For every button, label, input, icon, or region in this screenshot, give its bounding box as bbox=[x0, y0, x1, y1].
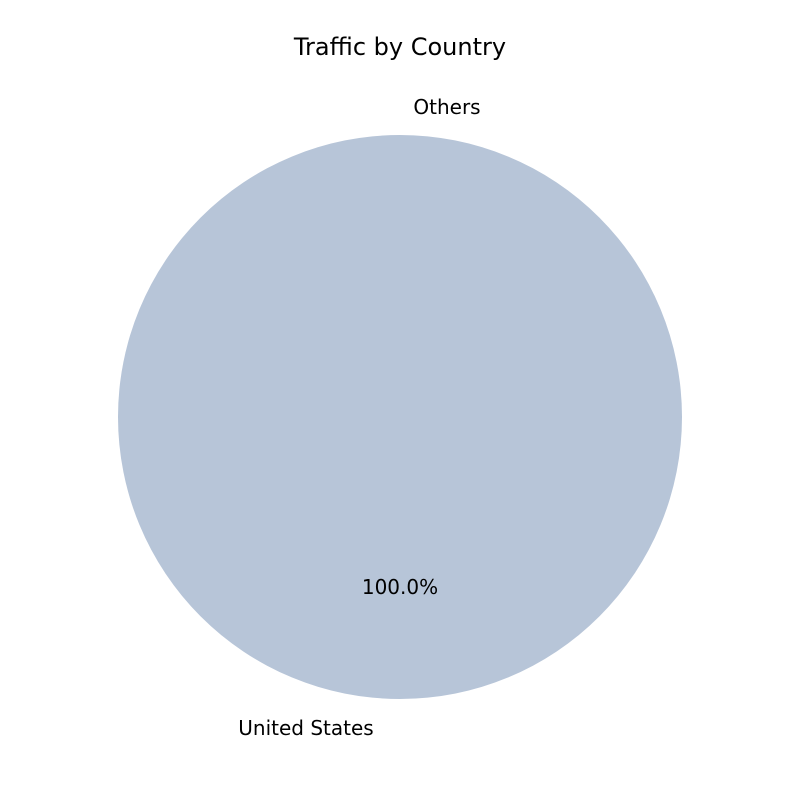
pie-slice bbox=[118, 135, 682, 699]
slice-category-label: Others bbox=[413, 95, 480, 119]
chart-title: Traffic by Country bbox=[293, 33, 506, 61]
slice-category-label: United States bbox=[238, 716, 373, 740]
pie-slices bbox=[118, 135, 682, 699]
pie-labels: United States 100.0% Others bbox=[238, 95, 480, 740]
slice-percent-label: 100.0% bbox=[362, 575, 438, 599]
